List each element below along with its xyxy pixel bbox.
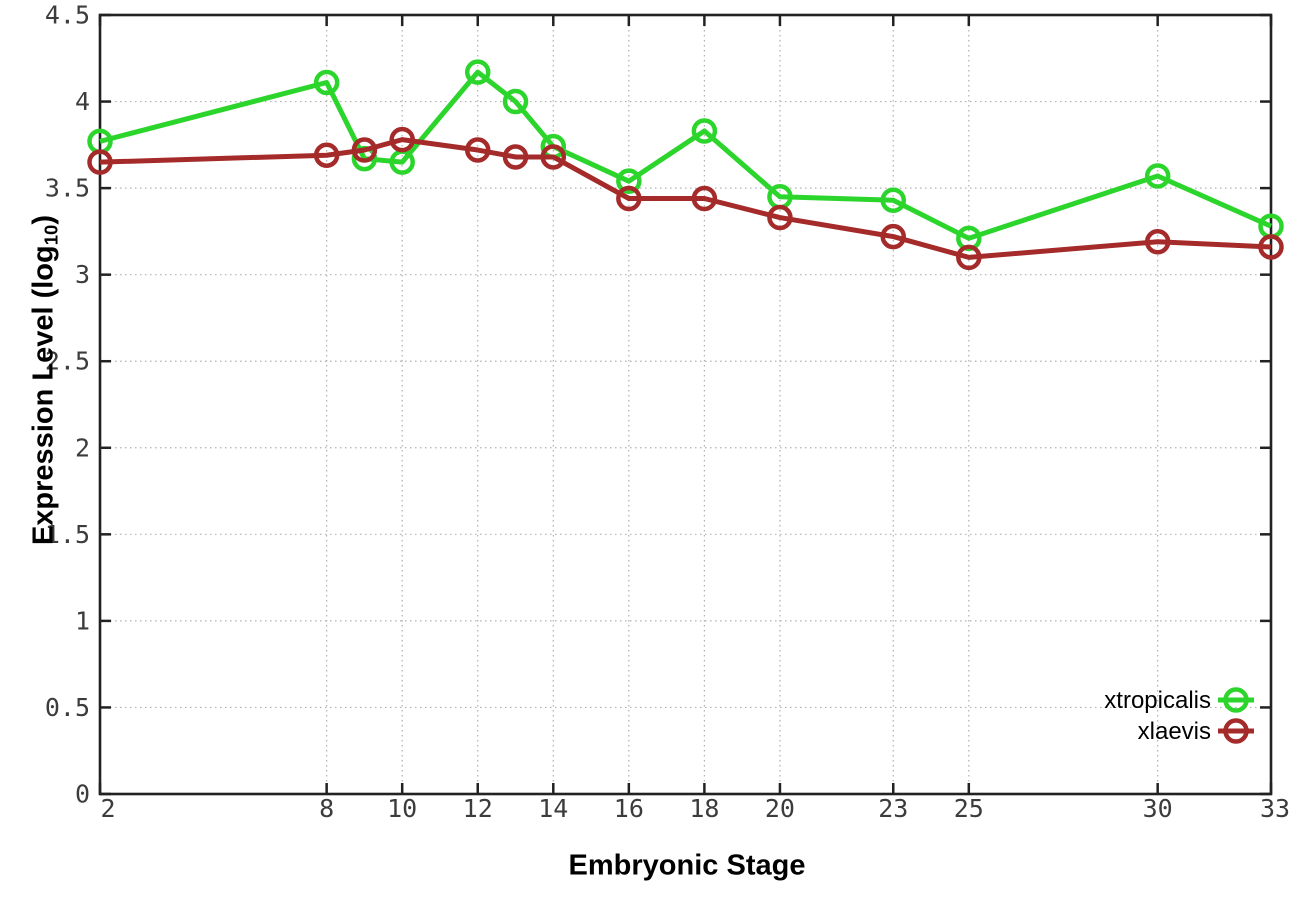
x-tick-label: 33 (1260, 794, 1290, 823)
x-tick-label: 2 (100, 794, 115, 823)
x-tick-label: 23 (878, 794, 908, 823)
x-tick-label: 8 (319, 794, 334, 823)
y-tick-label: 2 (75, 433, 90, 462)
data-point-xlaevis (767, 204, 793, 231)
data-point-xlaevis (389, 126, 415, 153)
data-point-xtropicalis (502, 88, 529, 115)
data-point-xlaevis (1258, 234, 1284, 260)
legend-label-xlaevis: xlaevis (1138, 718, 1211, 745)
data-point-xlaevis (880, 223, 907, 250)
legend-marker-xtropicalis (1223, 687, 1249, 713)
y-tick-label: 3.5 (45, 174, 90, 203)
series-line-xlaevis (99, 137, 1272, 260)
legend-marker-xlaevis (1223, 718, 1249, 744)
data-point-xtropicalis (1144, 163, 1171, 189)
data-point-xlaevis (616, 185, 642, 212)
plot-border (98, 13, 1273, 796)
data-point-xlaevis (502, 144, 529, 170)
x-tick-label: 20 (765, 794, 795, 823)
x-tick-label: 14 (538, 794, 568, 823)
y-tick-label: 2.5 (45, 347, 90, 376)
x-axis-title: Embryonic Stage (568, 849, 806, 882)
y-axis-title-text: Expression Level (log (27, 245, 60, 546)
x-tick-label: 18 (689, 794, 719, 823)
x-tick-label: 25 (954, 794, 984, 823)
data-point-xtropicalis (691, 118, 718, 144)
x-tick-label: 16 (614, 794, 644, 823)
y-tick-label: 4.5 (45, 1, 90, 30)
data-point-xlaevis (1144, 229, 1171, 255)
data-point-xtropicalis (880, 187, 907, 213)
data-point-xlaevis (956, 244, 982, 271)
y-tick-label: 0.5 (45, 693, 90, 722)
data-point-xlaevis (540, 144, 567, 170)
y-tick-label: 4 (75, 87, 90, 116)
y-tick-label: 3 (75, 260, 90, 289)
x-tick-label: 12 (463, 794, 493, 823)
data-point-xlaevis (313, 142, 340, 168)
y-tick-label: 1.5 (45, 520, 90, 549)
data-point-xlaevis (464, 137, 491, 163)
y-axis-title-close: ) (27, 214, 60, 225)
data-point-xlaevis (87, 149, 113, 175)
y-axis-title: Expression Level (log10) (27, 214, 62, 546)
y-tick-label: 0 (75, 780, 90, 809)
data-point-xtropicalis (313, 69, 340, 96)
y-axis-title-subscript: 10 (40, 224, 62, 246)
data-point-xlaevis (351, 137, 378, 163)
y-tick-label: 1 (75, 606, 90, 635)
data-point-xtropicalis (616, 168, 642, 194)
x-tick-label: 30 (1143, 794, 1173, 823)
data-point-xlaevis (691, 185, 718, 212)
legend-label-xtropicalis: xtropicalis (1104, 687, 1211, 714)
data-point-xtropicalis (464, 59, 491, 85)
x-tick-label: 10 (387, 794, 417, 823)
